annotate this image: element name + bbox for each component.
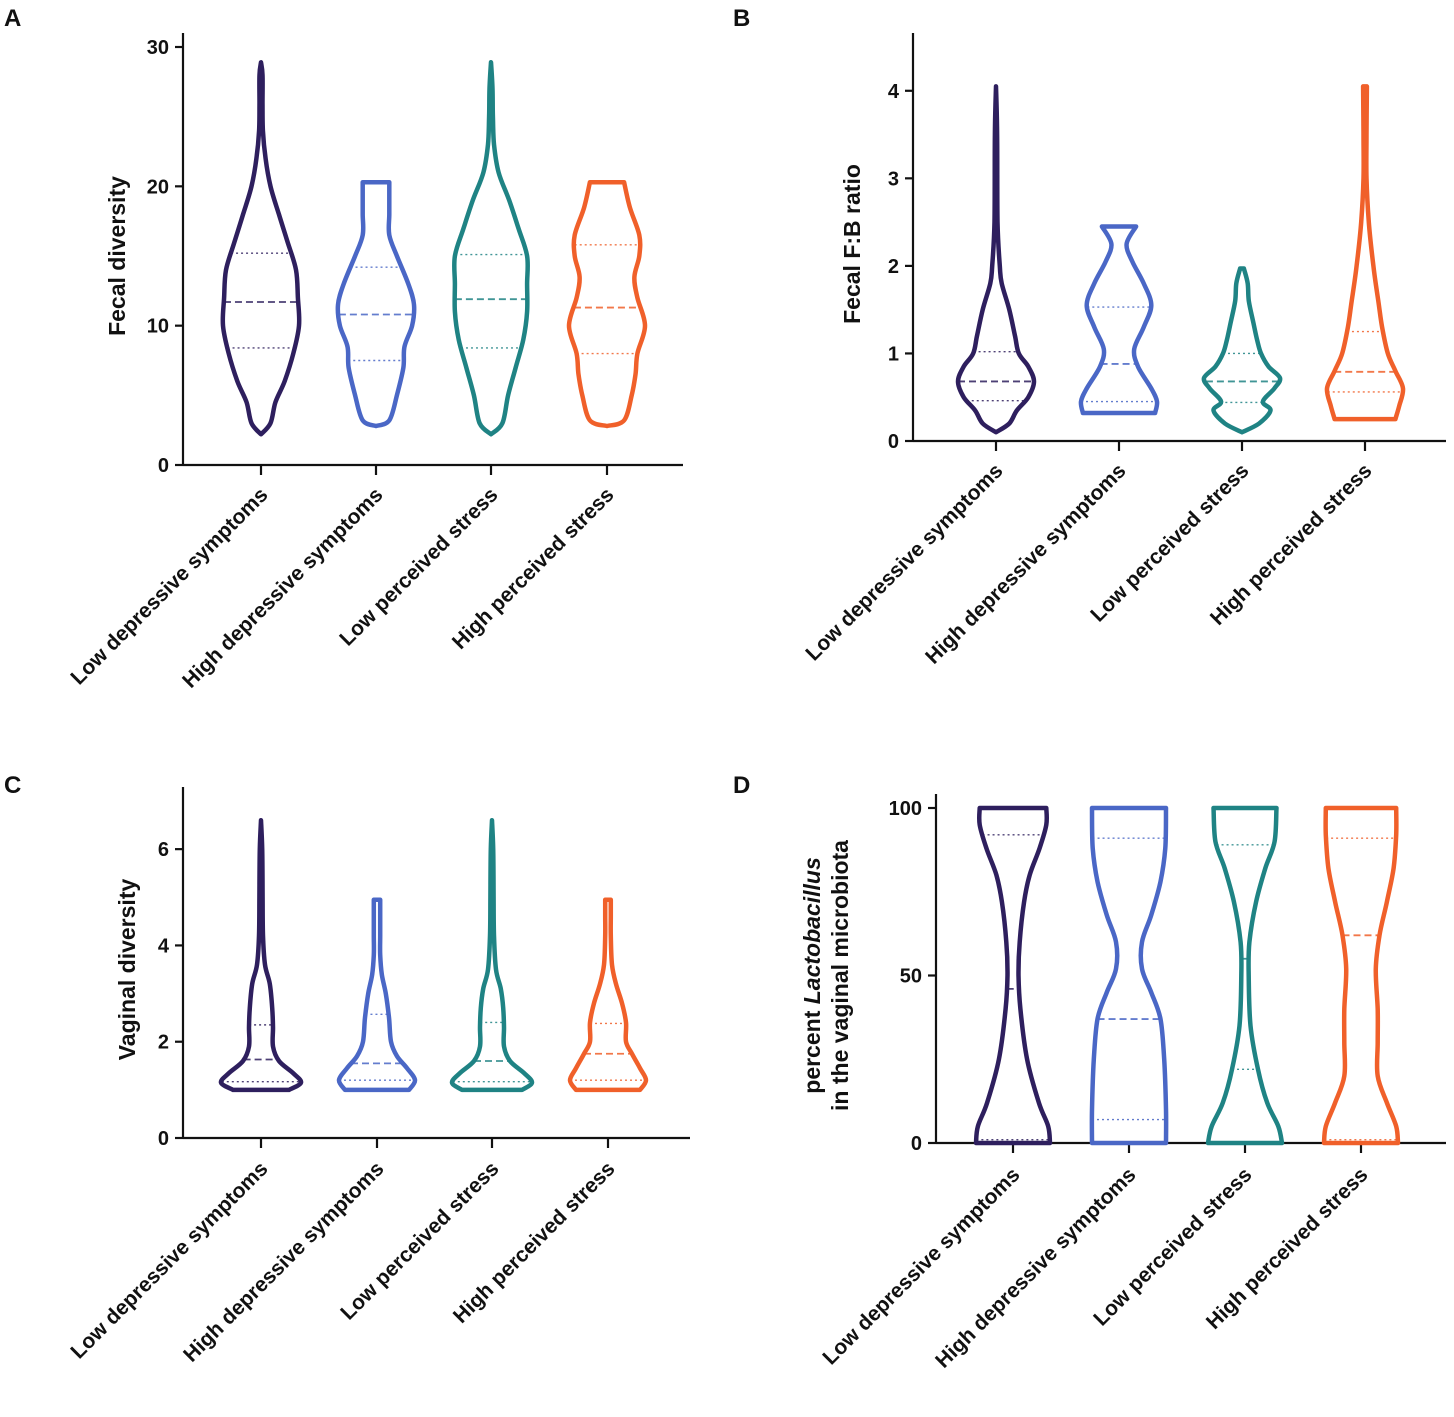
panel-c-violin — [449, 818, 535, 1093]
panel-c-category-label: Low depressive symptoms — [66, 1157, 272, 1363]
panel-d-y-tick-label: 100 — [889, 798, 922, 820]
panel-d-category-label: Low depressive symptoms — [818, 1163, 1024, 1369]
panel-c: C 0 2 4 6 Vaginal diversity Low depressive sym… — [4, 772, 690, 1367]
panel-a-letter: A — [4, 5, 21, 32]
panel-b-y-tick-label: 1 — [888, 343, 899, 365]
panel-a-violin — [451, 60, 531, 437]
panel-b-y-tick-label: 4 — [888, 81, 900, 103]
panel-c-violin — [218, 818, 304, 1093]
panel-a-category-label: Low depressive symptoms — [66, 483, 272, 689]
panel-b-violin — [955, 84, 1037, 435]
panel-b-violin — [1201, 266, 1283, 435]
panel-d-y-axis-title-line2: in the vaginal microbiota — [827, 840, 853, 1111]
panel-d-violin — [1205, 805, 1285, 1146]
panel-d-y-axis-title: percent Lactobacillus — [799, 857, 825, 1093]
panel-a-category-label: High depressive symptoms — [178, 483, 387, 692]
panel-d-violin — [1321, 805, 1401, 1146]
panel-c-y-tick-label: 0 — [158, 1128, 169, 1150]
panel-d-category-label: High depressive symptoms — [931, 1163, 1140, 1372]
panel-d-y-tick-label: 0 — [911, 1133, 922, 1155]
panel-a-y-tick-label: 10 — [147, 316, 169, 338]
panel-a-y-tick-label: 0 — [158, 455, 169, 477]
panel-b-y-tick-label: 3 — [888, 168, 899, 190]
panel-b-violin — [1078, 224, 1160, 416]
panel-a-y-tick-label: 20 — [147, 176, 169, 198]
panel-b-y-axis-title: Fecal F:B ratio — [839, 164, 865, 324]
panel-a-y-axis-title: Fecal diversity — [104, 176, 130, 336]
panel-c-y-tick-label: 2 — [158, 1032, 169, 1054]
panel-a-violin — [220, 60, 302, 437]
panel-b-category-label: High depressive symptoms — [921, 459, 1130, 668]
panel-d-violin — [973, 805, 1053, 1146]
panel-b-violin — [1324, 84, 1406, 422]
panel-c-violin — [336, 897, 418, 1093]
panel-d-letter: D — [733, 772, 750, 799]
panel-a: A 0 10 20 30 Fecal diversity Low depressive sy… — [4, 5, 683, 693]
panel-c-letter: C — [4, 772, 21, 799]
panel-a-violin — [335, 179, 417, 429]
panel-d: D 0 50 100 percent Lactobacillus in the vagin… — [733, 772, 1446, 1373]
panel-d-violin — [1089, 805, 1169, 1146]
panel-c-y-tick-label: 4 — [158, 935, 170, 957]
panel-c-violin — [567, 897, 649, 1093]
panel-a-violin — [566, 179, 648, 429]
panel-b-letter: B — [733, 5, 750, 32]
panel-c-category-label: High depressive symptoms — [179, 1157, 388, 1366]
panel-a-y-tick-label: 30 — [147, 37, 169, 59]
panel-c-y-tick-label: 6 — [158, 839, 169, 861]
panel-b-y-tick-label: 0 — [888, 431, 899, 453]
panel-b: B 0 1 2 3 4 Fecal F:B ratio Low depressive symp… — [733, 5, 1446, 669]
panel-c-y-axis-title: Vaginal diversity — [114, 879, 140, 1061]
panel-b-y-tick-label: 2 — [888, 256, 899, 278]
panel-b-category-label: Low depressive symptoms — [801, 459, 1007, 665]
panel-d-y-tick-label: 50 — [900, 966, 922, 988]
